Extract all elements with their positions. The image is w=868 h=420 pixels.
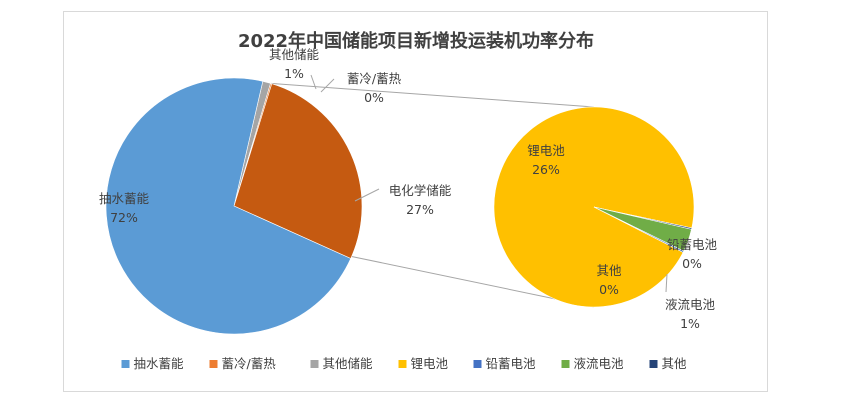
legend-swatch-7 [649,360,658,368]
chart-title: 2022年中国储能项目新增投运装机功率分布 [238,30,594,52]
secondary-slice-3-label: 液流电池 [665,297,716,312]
chart-svg: 2022年中国储能项目新增投运装机功率分布 抽水蓄能 72% 电化学储能 27% 其他储… [99,30,718,371]
legend-swatch-6 [561,360,570,368]
legend-swatch-5 [473,360,482,368]
main-slice-3-value: 1% [284,66,304,81]
main-slice-4-label: 蓄冷/蓄热 [347,71,402,86]
leader-line-secondary-3 [665,273,668,293]
legend-swatch-4 [398,360,407,368]
connector-line-top [270,82,595,108]
main-slice-3-label: 其他储能 [269,47,320,62]
secondary-slice-3-value: 1% [680,316,700,331]
chart-frame: 2022年中国储能项目新增投运装机功率分布 抽水蓄能 72% 电化学储能 27% 其他储… [63,11,768,392]
leader-line-main-3 [310,74,317,90]
main-slice-2-label: 电化学储能 [389,183,452,198]
legend-label-1: 抽水蓄能 [134,356,185,371]
secondary-slice-2-value: 0% [682,256,702,271]
secondary-slice-4-value: 0% [599,282,619,297]
legend-swatch-3 [310,360,319,368]
data-labels: 抽水蓄能 72% 电化学储能 27% 其他储能 1% 蓄冷/蓄热 0% 锂电池 26% 铅蓄电池 0%… [99,47,718,331]
label-leader-lines [310,74,668,293]
secondary-slice-1-value: 26% [532,162,560,177]
main-slice-1-value: 72% [110,210,138,225]
main-slice-4-value: 0% [364,90,384,105]
secondary-slice-4-label: 其他 [596,263,622,278]
chart-legend: 抽水蓄能 蓄冷/蓄热 其他储能 锂电池 铅蓄电池 液流电池 其他 [121,356,688,371]
legend-label-5: 铅蓄电池 [486,356,537,371]
legend-label-7: 其他 [662,356,688,371]
secondary-slice-1-label: 锂电池 [527,143,565,158]
legend-label-6: 液流电池 [574,356,625,371]
main-slice-1-label: 抽水蓄能 [99,191,150,206]
legend-label-3: 其他储能 [323,356,374,371]
legend-swatch-1 [121,360,130,368]
secondary-pie [493,106,695,308]
main-pie-slice-1 [105,77,352,335]
leader-line-main-4 [320,78,335,93]
main-pie-slice-2 [233,83,363,259]
secondary-pie-slice-2 [593,206,685,253]
legend-label-4: 锂电池 [411,356,449,371]
main-slice-2-value: 27% [406,202,434,217]
leader-line-main-2 [354,188,380,202]
secondary-slice-2-label: 铅蓄电池 [667,237,718,252]
legend-swatch-2 [209,360,218,368]
legend-label-2: 蓄冷/蓄热 [222,356,277,371]
main-pie [105,77,363,335]
